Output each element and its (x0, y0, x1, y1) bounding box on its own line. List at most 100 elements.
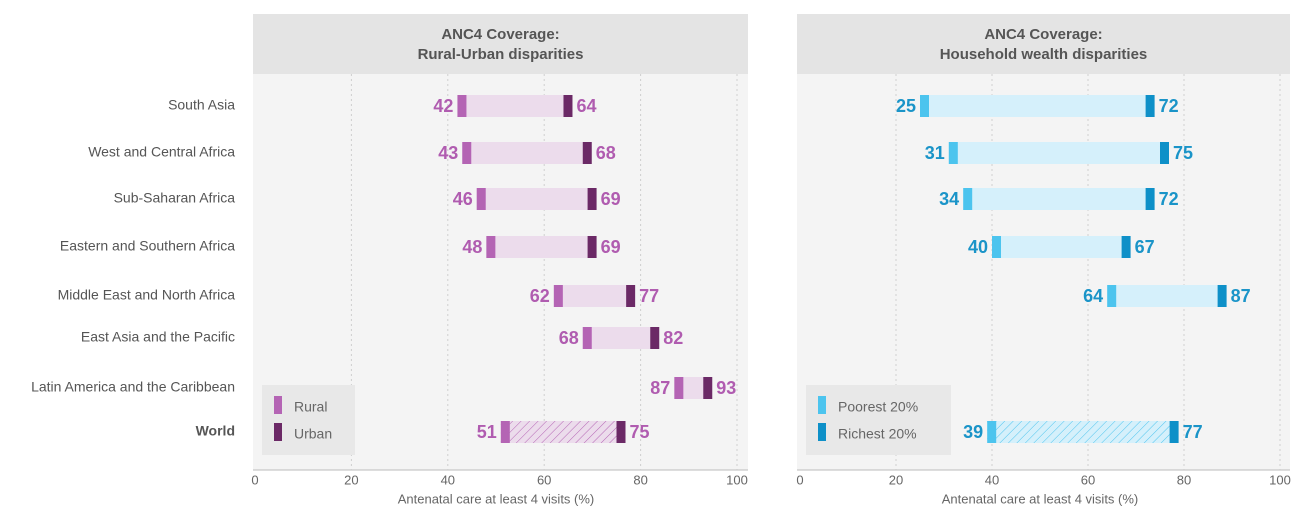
value-label: 69 (601, 189, 621, 209)
low-marker (486, 236, 496, 258)
range-bar (948, 142, 1160, 164)
high-marker (1169, 421, 1179, 443)
x-tick-label: 0 (251, 472, 258, 487)
value-label: 87 (650, 378, 670, 398)
value-label: 39 (963, 422, 983, 442)
low-marker (963, 188, 973, 210)
range-bar (476, 188, 588, 210)
high-marker (1217, 285, 1227, 307)
high-marker (587, 236, 597, 258)
x-tick-label: 60 (537, 472, 551, 487)
value-label: 42 (433, 96, 453, 116)
category-label: World (196, 423, 235, 439)
legend-label: Rural (294, 399, 327, 415)
high-marker (1145, 188, 1155, 210)
value-label: 48 (462, 237, 482, 257)
value-label: 40 (968, 237, 988, 257)
legend-swatch (274, 423, 282, 441)
x-tick-label: 80 (1177, 472, 1191, 487)
value-label: 68 (559, 328, 579, 348)
value-label: 69 (601, 237, 621, 257)
x-tick-label: 100 (1269, 472, 1291, 487)
low-marker (582, 327, 592, 349)
low-marker (987, 421, 997, 443)
value-label: 25 (896, 96, 916, 116)
x-tick-label: 100 (726, 472, 748, 487)
value-label: 72 (1159, 96, 1179, 116)
value-label: 72 (1159, 189, 1179, 209)
legend-box (806, 385, 951, 455)
range-bar (1107, 285, 1218, 307)
panel-subtitle: Household wealth disparities (940, 46, 1148, 63)
low-marker (462, 142, 472, 164)
value-label: 34 (939, 189, 959, 209)
range-bar (992, 236, 1122, 258)
range-bar (486, 236, 588, 258)
range-bar (553, 285, 627, 307)
panel-header (797, 14, 1290, 74)
value-label: 77 (639, 286, 659, 306)
legend-swatch (818, 423, 826, 441)
value-label: 82 (663, 328, 683, 348)
panel-title: ANC4 Coverage: (441, 26, 559, 43)
x-tick-label: 20 (889, 472, 903, 487)
low-marker (948, 142, 958, 164)
legend-label: Urban (294, 426, 332, 442)
high-marker (1160, 142, 1169, 164)
range-bar (920, 95, 1146, 117)
low-marker (1107, 285, 1117, 307)
panel-header (253, 14, 748, 74)
low-marker (457, 95, 467, 117)
legend-swatch (274, 396, 282, 414)
low-marker (500, 421, 510, 443)
category-label: Latin America and the Caribbean (31, 379, 235, 395)
legend-swatch (818, 396, 826, 414)
high-marker (626, 285, 636, 307)
value-label: 64 (1083, 286, 1103, 306)
value-label: 43 (438, 143, 458, 163)
value-label: 87 (1231, 286, 1251, 306)
value-label: 93 (716, 378, 736, 398)
range-bar (963, 188, 1146, 210)
x-tick-label: 80 (633, 472, 647, 487)
category-label: East Asia and the Pacific (81, 329, 235, 345)
low-marker (992, 236, 1001, 258)
panel-subtitle: Rural-Urban disparities (418, 46, 584, 63)
value-label: 75 (630, 422, 650, 442)
value-label: 67 (1135, 237, 1155, 257)
high-marker (1145, 95, 1155, 117)
x-axis-label: Antenatal care at least 4 visits (%) (942, 491, 1139, 506)
low-marker (553, 285, 563, 307)
x-tick-label: 60 (1081, 472, 1095, 487)
range-bar (462, 142, 583, 164)
high-marker (650, 327, 660, 349)
x-tick-label: 20 (344, 472, 358, 487)
legend-box (262, 385, 355, 455)
category-label: Sub-Saharan Africa (114, 190, 236, 206)
high-marker (616, 421, 626, 443)
high-marker (563, 95, 573, 117)
value-label: 75 (1173, 143, 1193, 163)
value-label: 62 (530, 286, 550, 306)
range-bar (500, 421, 617, 443)
high-marker (703, 377, 713, 399)
value-label: 77 (1183, 422, 1203, 442)
category-label: Eastern and Southern Africa (60, 238, 235, 254)
range-bar (457, 95, 564, 117)
category-label: Middle East and North Africa (58, 287, 236, 303)
category-label: South Asia (168, 97, 235, 113)
value-label: 51 (477, 422, 497, 442)
value-label: 68 (596, 143, 616, 163)
category-label: West and Central Africa (88, 144, 235, 160)
value-label: 64 (576, 96, 596, 116)
x-tick-label: 40 (441, 472, 455, 487)
high-marker (582, 142, 592, 164)
high-marker (587, 188, 597, 210)
low-marker (920, 95, 929, 117)
legend-label: Richest 20% (838, 426, 917, 442)
high-marker (1121, 236, 1131, 258)
low-marker (674, 377, 684, 399)
value-label: 46 (453, 189, 473, 209)
legend-label: Poorest 20% (838, 399, 918, 415)
